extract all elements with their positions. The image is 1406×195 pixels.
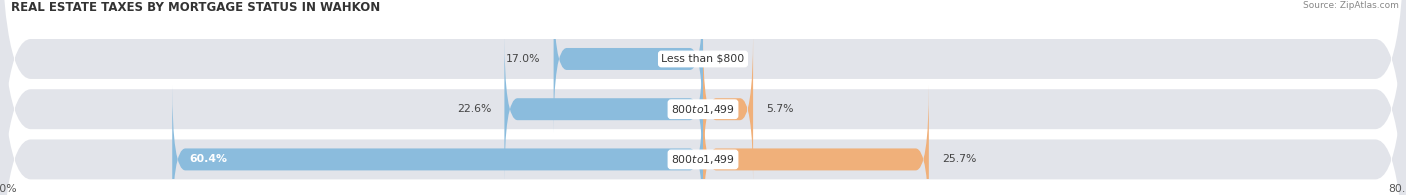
FancyBboxPatch shape: [703, 85, 929, 195]
Text: $800 to $1,499: $800 to $1,499: [671, 103, 735, 116]
Text: 5.7%: 5.7%: [766, 104, 794, 114]
Text: 22.6%: 22.6%: [457, 104, 491, 114]
Text: Less than $800: Less than $800: [661, 54, 745, 64]
Text: 17.0%: 17.0%: [506, 54, 540, 64]
FancyBboxPatch shape: [173, 85, 703, 195]
Text: 60.4%: 60.4%: [190, 154, 228, 164]
Text: 0.0%: 0.0%: [716, 54, 744, 64]
Text: REAL ESTATE TAXES BY MORTGAGE STATUS IN WAHKON: REAL ESTATE TAXES BY MORTGAGE STATUS IN …: [11, 1, 381, 14]
Text: 25.7%: 25.7%: [942, 154, 976, 164]
FancyBboxPatch shape: [505, 35, 703, 184]
Text: $800 to $1,499: $800 to $1,499: [671, 153, 735, 166]
Text: Source: ZipAtlas.com: Source: ZipAtlas.com: [1303, 1, 1399, 10]
FancyBboxPatch shape: [703, 35, 754, 184]
FancyBboxPatch shape: [554, 0, 703, 134]
